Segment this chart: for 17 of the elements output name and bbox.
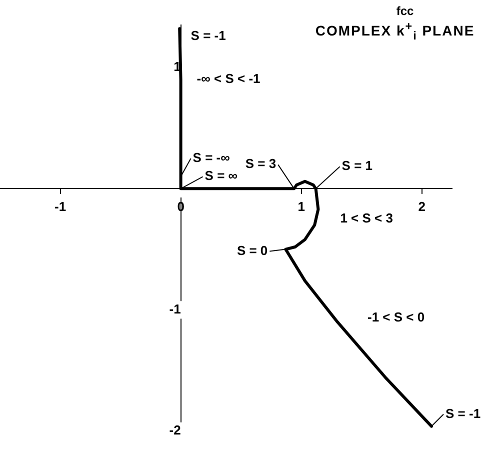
x-tick-label: 1 [298, 199, 305, 214]
x-tick-label: 2 [418, 199, 426, 214]
annotation: 1 < S < 3 [340, 210, 393, 226]
y-tick-label: -1 [169, 301, 181, 316]
chart-title: fcc [395, 4, 415, 18]
annotation: S = 3 [245, 156, 276, 172]
annotation: S = 1 [342, 158, 373, 174]
y-tick-label: -2 [169, 422, 181, 438]
annotation: -∞ < S < -1 [196, 71, 260, 86]
annotation: S = -1 [446, 406, 481, 421]
annotation: S = -∞ [192, 150, 230, 166]
annotation: -1 < S < 0 [367, 310, 425, 325]
annotation: S = ∞ [204, 168, 238, 184]
x-tick-label: -1 [54, 199, 66, 214]
annotation: S = 0 [236, 242, 268, 258]
annotation: S = -1 [190, 28, 226, 44]
chart-subtitle: COMPLEX k$^{+}$$_{i}$ PLANE [314, 20, 476, 42]
